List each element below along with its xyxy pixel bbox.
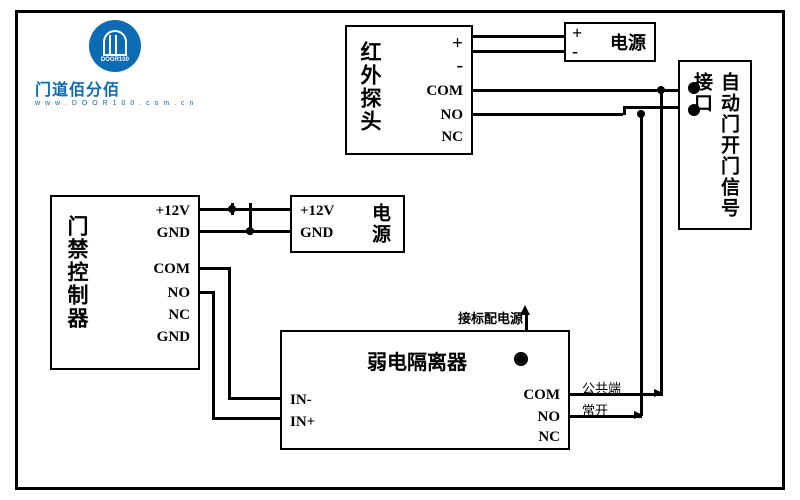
wire <box>228 397 280 400</box>
auto-door-label: 自动门开门信号接口 <box>688 72 742 228</box>
access-pin-gnd: GND <box>157 225 190 242</box>
ir-pin-plus: + <box>452 33 463 55</box>
access-pin-12v: +12V <box>156 203 190 220</box>
psu12-label: 电源 <box>366 203 393 245</box>
brand-logo: DOOR100 门道佰分佰 w w w . D O O R 1 0 0 . c … <box>35 20 195 107</box>
wire <box>200 230 290 233</box>
isolator-label: 弱电隔离器 <box>367 346 467 375</box>
wire <box>525 313 528 331</box>
access-controller-box: 门禁控制器 +12V GND COM NO NC GND <box>50 195 200 370</box>
auto-door-box: 自动门开门信号接口 <box>678 60 752 230</box>
access-label: 门禁控制器 <box>62 215 92 330</box>
ir-pin-minus: - <box>457 55 463 77</box>
wire <box>623 106 680 109</box>
isolator-pin-in-plus: IN+ <box>290 414 315 431</box>
psu12-pin-gnd: GND <box>300 225 333 242</box>
wire <box>473 113 623 116</box>
wire <box>473 50 564 53</box>
ir-pin-nc: NC <box>441 129 463 146</box>
arrow-right-icon <box>654 389 663 397</box>
ir-label: 红外探头 <box>355 41 385 133</box>
isolator-box: 弱电隔离器 IN- IN+ COM NO NC <box>280 330 570 450</box>
isolator-pin-in-minus: IN- <box>290 392 312 409</box>
wire <box>200 208 290 211</box>
annotation-no: 常开 <box>582 400 608 419</box>
ir-pin-no: NO <box>441 107 464 124</box>
access-pin-nc: NC <box>168 307 190 324</box>
annotation-ext-power: 接标配电源 <box>458 308 523 327</box>
wire <box>623 108 626 115</box>
wire <box>473 89 680 92</box>
auto-door-terminal-1 <box>688 82 700 94</box>
access-pin-no: NO <box>168 285 191 302</box>
ir-pin-com: COM <box>426 83 463 100</box>
wire <box>228 267 231 399</box>
power-pin-minus: - <box>572 41 578 62</box>
wire <box>640 113 643 416</box>
arrow-right-icon <box>634 411 643 419</box>
wire <box>212 291 215 419</box>
psu12-pin-12v: +12V <box>300 203 334 220</box>
junction-dot <box>637 110 645 118</box>
junction-dot <box>657 86 665 94</box>
isolator-pin-no: NO <box>538 409 561 426</box>
isolator-pin-nc: NC <box>538 429 560 446</box>
power-label: 电源 <box>610 29 646 55</box>
annotation-common: 公共端 <box>582 378 621 397</box>
access-pin-com: COM <box>153 261 190 278</box>
wire <box>212 417 280 420</box>
ir-detector-box: 红外探头 + - COM NO NC <box>345 25 473 155</box>
access-pin-gnd2: GND <box>157 329 190 346</box>
wire <box>473 35 564 38</box>
logo-cn-text: 门道佰分佰 <box>35 76 195 100</box>
wire <box>200 267 230 270</box>
logo-url-text: w w w . D O O R 1 0 0 . c o m . c n <box>35 100 195 107</box>
logo-brand-text: DOOR100 <box>101 57 129 63</box>
isolator-pin-com: COM <box>523 387 560 404</box>
power-box: 电源 + - <box>564 22 656 62</box>
auto-door-terminal-2 <box>688 104 700 116</box>
wire <box>660 89 663 396</box>
psu12-box: +12V GND 电源 <box>290 195 405 253</box>
